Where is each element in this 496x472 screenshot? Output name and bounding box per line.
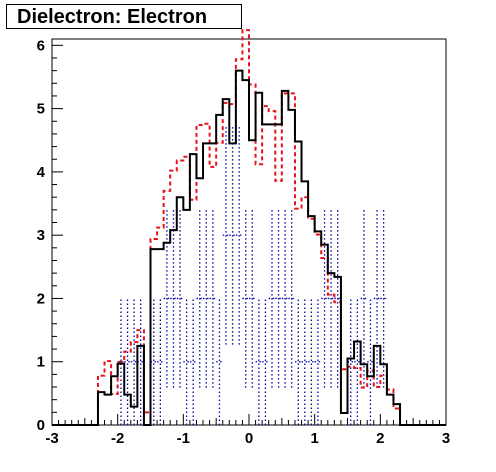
x-tick-label: -3 [45, 430, 58, 447]
x-tick-label: -1 [177, 430, 190, 447]
y-tick-label: 2 [37, 290, 45, 307]
x-tick-label: 2 [376, 430, 384, 447]
chart-title: Dielectron: Electron [17, 6, 208, 28]
y-tick-label: 1 [37, 354, 45, 371]
x-tick-label: 1 [310, 430, 318, 447]
x-tick-label: 3 [442, 430, 450, 447]
chart-title-box: Dielectron: Electron [6, 4, 242, 29]
red-dashed-series-layer [52, 29, 446, 426]
y-tick-label: 4 [37, 164, 46, 181]
black-solid-series-layer [52, 69, 446, 426]
y-tick-label: 5 [37, 101, 45, 118]
y-tick-label: 0 [37, 417, 45, 434]
axes-layer: -3 -2 -1 0 1 2 3 0 1 2 3 4 5 6 [37, 37, 451, 447]
y-tick-label: 3 [37, 227, 45, 244]
blue-errorbar-layer [117, 125, 387, 425]
x-tick-label: 0 [245, 430, 253, 447]
black-solid-histogram [52, 69, 446, 426]
red-dashed-histogram [52, 29, 446, 426]
y-tick-label: 6 [37, 37, 45, 54]
x-tick-label: -2 [111, 430, 124, 447]
